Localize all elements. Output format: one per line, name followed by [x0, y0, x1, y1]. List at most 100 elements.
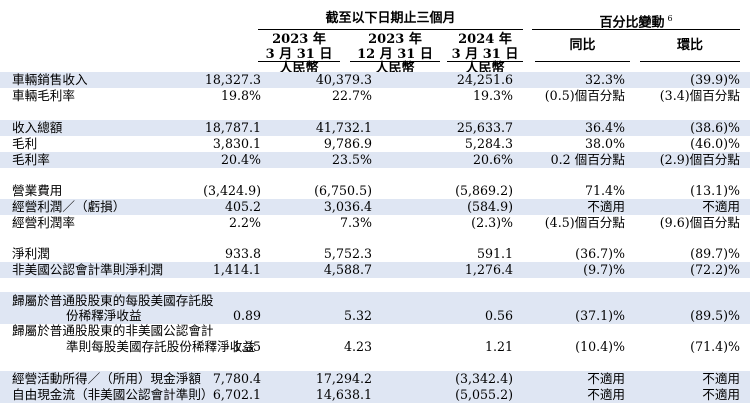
- cell: 5,752.3: [323, 246, 372, 261]
- cell: 18,787.1: [204, 120, 261, 135]
- table-row: 經營利潤／（虧損） 405.2 3,036.4 (584.9) 不適用 不適用: [0, 199, 750, 215]
- cell: 36.4%: [584, 120, 625, 135]
- cell: (36.7)%: [575, 246, 625, 261]
- chg-rule-1: [535, 61, 630, 62]
- cell: 2.2%: [229, 215, 261, 230]
- cell: 19.8%: [220, 88, 261, 103]
- cell: (38.6)%: [690, 120, 740, 135]
- cell: 41,732.1: [315, 120, 372, 135]
- col-header-2: 2023 年 12 月 31 日: [357, 32, 433, 62]
- cell: 3,036.4: [323, 199, 372, 214]
- col-rule-1: [258, 61, 340, 62]
- change-yoy-header: 同比: [569, 38, 596, 53]
- cell: 22.7%: [331, 88, 372, 103]
- header-rule-left: [258, 29, 523, 30]
- cell: 38.0%: [584, 136, 625, 151]
- cell: 20.4%: [220, 152, 261, 167]
- cell: 71.4%: [584, 183, 625, 198]
- row-label-continued: 份稀釋淨收益: [66, 308, 142, 323]
- row-label: 經營利潤率: [12, 215, 75, 230]
- cell: 1,414.1: [212, 262, 261, 277]
- row-label: 經營活動所得／（所用）現金淨額: [12, 371, 201, 386]
- cell: (3,424.9): [203, 183, 261, 198]
- cell: 9,786.9: [323, 136, 372, 151]
- cell: (9.6)個百分點: [659, 215, 740, 230]
- cell: (71.4)%: [690, 339, 740, 354]
- change-title: 百分比變動 6: [599, 14, 673, 31]
- cell: (584.9): [467, 199, 513, 214]
- row-label: 非美國公認會計準則淨利潤: [12, 262, 164, 277]
- cell: 不適用: [587, 371, 625, 386]
- cell: (6,750.5): [314, 183, 372, 198]
- cell: (72.2)%: [690, 262, 740, 277]
- cell: 405.2: [224, 199, 261, 214]
- row-label: 毛利: [12, 136, 38, 151]
- row-label: 自由現金流（非美國公認會計準則）: [12, 387, 214, 402]
- cell: (5,055.2): [455, 387, 513, 402]
- cell: 17,294.2: [315, 371, 372, 386]
- row-label: 毛利率: [12, 152, 50, 167]
- change-footnote: 6: [667, 14, 673, 23]
- table-row: 歸屬於普通股股東的每股美國存託股 份稀釋淨收益 0.89 5.32 0.56 (…: [0, 292, 750, 324]
- cell: 18,327.3: [204, 72, 261, 87]
- table-row: 收入總額 18,787.1 41,732.1 25,633.7 36.4% (3…: [0, 120, 750, 136]
- table-row: 營業費用 (3,424.9) (6,750.5) (5,869.2) 71.4%…: [0, 183, 750, 199]
- row-label: 淨利潤: [12, 246, 50, 261]
- table-row: 歸屬於普通股股東的非美國公認會計 準則每股美國存託股份稀釋淨收益 1.35 4.…: [0, 324, 750, 356]
- table-row: 車輛銷售收入 18,327.3 40,379.3 24,251.6 32.3% …: [0, 72, 750, 88]
- cell: 不適用: [702, 199, 740, 214]
- change-qoq-header: 環比: [676, 38, 703, 53]
- cell: (3.4)個百分點: [659, 88, 740, 103]
- cell: 933.8: [224, 246, 261, 261]
- cell: 7,780.4: [212, 371, 261, 386]
- table-row: 毛利 3,830.1 9,786.9 5,284.3 38.0% (46.0)%: [0, 136, 750, 152]
- cell: 1.35: [232, 339, 261, 354]
- table-row: 經營活動所得／（所用）現金淨額 7,780.4 17,294.2 (3,342.…: [0, 371, 750, 387]
- cell: 40,379.3: [315, 72, 372, 87]
- table-row: 經營利潤率 2.2% 7.3% (2.3)% (4.5)個百分點 (9.6)個百…: [0, 215, 750, 231]
- cell: 1.21: [484, 339, 513, 354]
- cell: (3,342.4): [455, 371, 513, 386]
- cell: (10.4)%: [575, 339, 625, 354]
- table-row: 非美國公認會計準則淨利潤 1,414.1 4,588.7 1,276.4 (9.…: [0, 262, 750, 278]
- row-label-continued: 準則每股美國存託股份稀釋淨收益: [66, 339, 255, 354]
- row-label: 車輛銷售收入: [12, 72, 88, 87]
- cell: 5,284.3: [464, 136, 513, 151]
- cell: 不適用: [702, 371, 740, 386]
- row-label: 車輛毛利率: [12, 88, 75, 103]
- cell: 32.3%: [584, 72, 625, 87]
- chg-rule-2: [640, 61, 740, 62]
- cell: 不適用: [587, 199, 625, 214]
- cell: (4.5)個百分點: [544, 215, 625, 230]
- table-row: 淨利潤 933.8 5,752.3 591.1 (36.7)% (89.7)%: [0, 246, 750, 262]
- table-row: 自由現金流（非美國公認會計準則） 6,702.1 14,638.1 (5,055…: [0, 387, 750, 403]
- cell: 4,588.7: [323, 262, 372, 277]
- cell: 不適用: [702, 387, 740, 402]
- row-label: 營業費用: [12, 183, 63, 198]
- cell: (39.9)%: [690, 72, 740, 87]
- row-label: 收入總額: [12, 120, 63, 135]
- cell: 23.5%: [331, 152, 372, 167]
- cell: 25,633.7: [456, 120, 513, 135]
- cell: (2.3)%: [471, 215, 513, 230]
- cell: 19.3%: [472, 88, 513, 103]
- table-row: 毛利率 20.4% 23.5% 20.6% 0.2 個百分點 (2.9)個百分點: [0, 152, 750, 168]
- cell: 7.3%: [340, 215, 372, 230]
- cell: 14,638.1: [315, 387, 372, 402]
- table-row: 車輛毛利率 19.8% 22.7% 19.3% (0.5)個百分點 (3.4)個…: [0, 88, 750, 104]
- cell: (89.7)%: [690, 246, 740, 261]
- cell: 24,251.6: [456, 72, 513, 87]
- row-label: 經營利潤／（虧損）: [12, 199, 126, 214]
- cell: 4.23: [343, 339, 372, 354]
- cell: (89.5)%: [690, 308, 740, 323]
- cell: 20.6%: [472, 152, 513, 167]
- col-rule-3: [447, 61, 523, 62]
- row-label: 歸屬於普通股股東的每股美國存託股: [12, 293, 214, 308]
- cell: 3,830.1: [212, 136, 261, 151]
- cell: 591.1: [476, 246, 513, 261]
- cell: 5.32: [343, 308, 372, 323]
- cell: 6,702.1: [212, 387, 261, 402]
